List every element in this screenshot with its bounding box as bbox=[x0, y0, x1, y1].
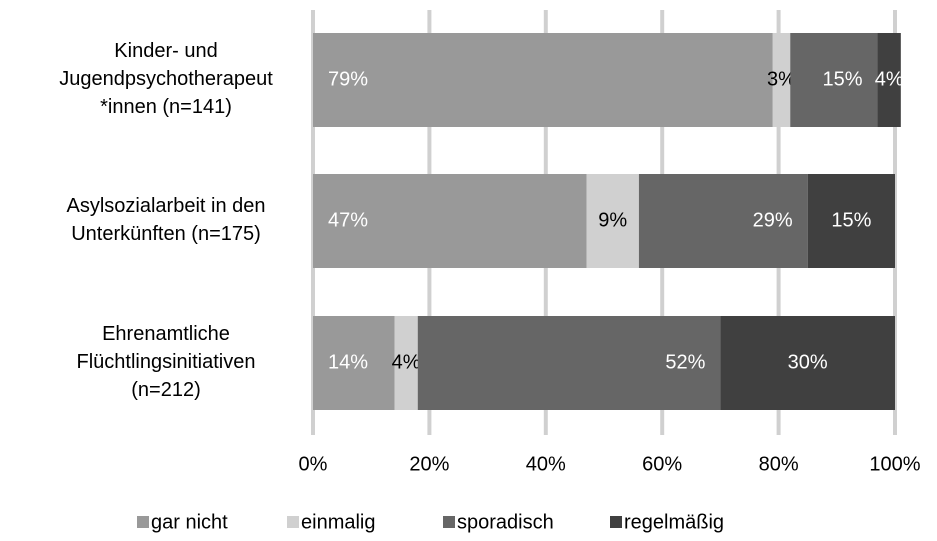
data-label: 3% bbox=[767, 68, 796, 90]
x-tick-label: 60% bbox=[642, 453, 682, 475]
data-label: 79% bbox=[328, 68, 368, 90]
data-label: 4% bbox=[392, 351, 421, 373]
data-label: 15% bbox=[823, 68, 863, 90]
data-label: 9% bbox=[598, 209, 627, 231]
legend-swatch bbox=[287, 516, 299, 528]
bar-segment bbox=[586, 174, 639, 268]
bar-segment bbox=[807, 174, 895, 268]
y-tick-label: Kinder- und Jugendpsychotherapeut *innen (… bbox=[59, 40, 273, 118]
bar-segment bbox=[638, 174, 808, 268]
bar-segment bbox=[313, 33, 773, 127]
legend-label: einmalig bbox=[301, 511, 375, 533]
data-label: 47% bbox=[328, 209, 368, 231]
legend-label: regelmäßig bbox=[624, 511, 724, 533]
x-tick-label: 100% bbox=[869, 453, 920, 475]
bar-segment bbox=[772, 33, 791, 127]
data-label: 14% bbox=[328, 351, 368, 373]
legend-swatch bbox=[610, 516, 622, 528]
data-label: 52% bbox=[665, 351, 705, 373]
y-tick-label: Ehrenamtliche Flüchtlingsinitiativen (n=21… bbox=[77, 323, 256, 401]
legend-swatch bbox=[443, 516, 455, 528]
legend-label: sporadisch bbox=[457, 511, 554, 533]
x-tick-label: 80% bbox=[759, 453, 799, 475]
bar-segment bbox=[417, 316, 721, 410]
bar-segment bbox=[313, 316, 395, 410]
x-tick-label: 20% bbox=[409, 453, 449, 475]
legend-swatch bbox=[137, 516, 149, 528]
bar-segment bbox=[720, 316, 895, 410]
bar-segment bbox=[394, 316, 418, 410]
data-label: 29% bbox=[753, 209, 793, 231]
legend-label: gar nicht bbox=[151, 511, 228, 533]
bar-segment bbox=[877, 33, 901, 127]
bar-segment bbox=[313, 174, 587, 268]
bar-segment bbox=[790, 33, 878, 127]
data-label: 4% bbox=[875, 68, 904, 90]
data-label: 30% bbox=[788, 351, 828, 373]
y-tick-label: Asylsozialarbeit in den Unterkünften (n=1… bbox=[67, 195, 266, 245]
x-tick-label: 0% bbox=[299, 453, 328, 475]
x-tick-label: 40% bbox=[526, 453, 566, 475]
data-label: 15% bbox=[831, 209, 871, 231]
